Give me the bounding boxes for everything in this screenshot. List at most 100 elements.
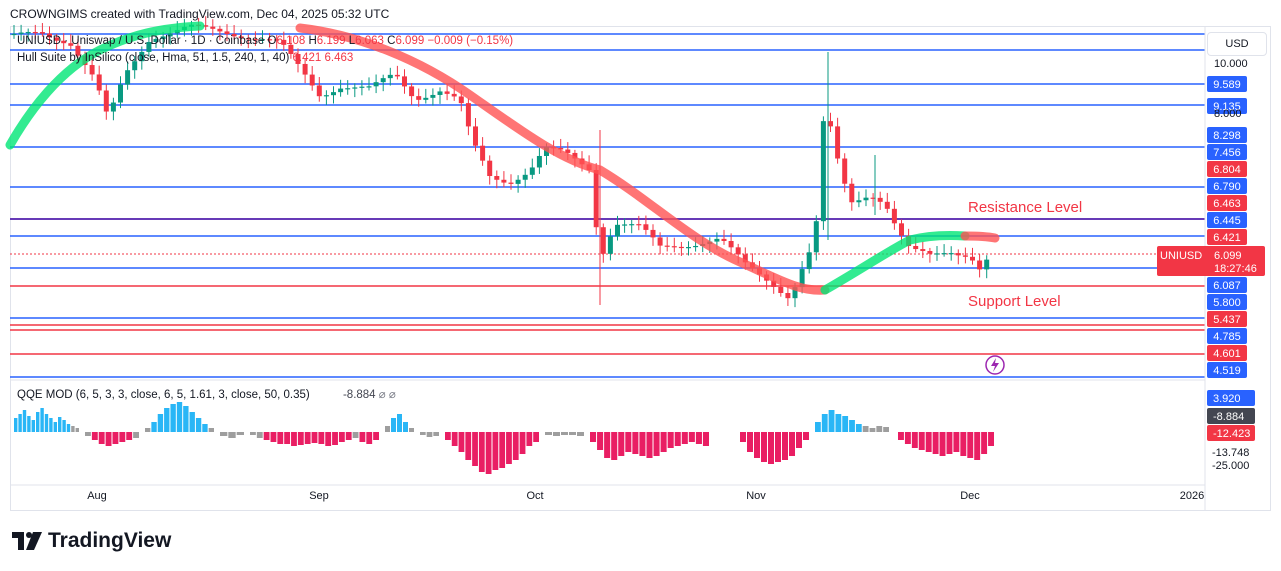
qqe-bar <box>202 424 208 432</box>
hull-band <box>295 23 830 295</box>
candle-body <box>473 126 478 146</box>
qqe-tick-label: -25.000 <box>1212 460 1249 472</box>
candle-body <box>153 38 159 42</box>
candle-body <box>402 76 407 87</box>
candle-body <box>629 224 635 226</box>
candle-body <box>295 53 301 64</box>
qqe-bar <box>747 432 753 452</box>
lightning-icon[interactable] <box>985 355 1005 375</box>
price-badge <box>1207 212 1247 228</box>
price-badge-label: 6.463 <box>1213 198 1241 210</box>
price-badge <box>1207 328 1247 344</box>
high-label: H <box>308 35 317 47</box>
qqe-bar <box>611 432 618 460</box>
candle-body <box>501 179 507 183</box>
qqe-bar <box>782 432 788 460</box>
candle-body <box>884 201 890 209</box>
candle-body <box>118 84 123 103</box>
qqe-bar <box>553 432 560 436</box>
qqe-bar <box>988 432 994 446</box>
qqe-bar <box>869 428 876 432</box>
qqe-bar <box>277 432 284 444</box>
qqe-bar <box>58 417 62 432</box>
currency-selector[interactable]: USD <box>1207 32 1267 56</box>
candle-body <box>558 147 564 150</box>
qqe-histogram <box>14 402 994 474</box>
price-badge <box>1207 161 1247 177</box>
candle-body <box>515 179 521 184</box>
qqe-bar <box>960 432 967 456</box>
candle-body <box>678 246 684 249</box>
qqe-bar <box>71 426 75 432</box>
price-badge-label: 9.589 <box>1213 79 1241 91</box>
qqe-bar <box>646 432 653 458</box>
qqe-badge-label: -8.884 <box>1213 411 1244 423</box>
qqe-bar <box>359 432 366 442</box>
candle-body <box>203 25 209 27</box>
qqe-bar <box>291 432 297 446</box>
candle-body <box>345 88 351 90</box>
qqe-bar <box>420 432 426 435</box>
qqe-bar <box>409 428 414 432</box>
candle-body <box>260 39 265 41</box>
qqe-bar <box>512 432 519 460</box>
qqe-bar <box>145 428 151 432</box>
candle-body <box>331 92 336 96</box>
price-badge <box>1207 98 1247 114</box>
price-badge <box>1207 229 1247 245</box>
hidden-value-icon: ⌀ ⌀ <box>378 389 396 401</box>
candle-body <box>281 39 287 45</box>
price-badge-label: 6.790 <box>1213 181 1241 193</box>
candle-body <box>863 197 869 201</box>
candle-body <box>778 286 784 294</box>
candle-body <box>828 121 833 127</box>
candle-body <box>721 238 727 242</box>
hull-band <box>960 231 1000 243</box>
qqe-bar <box>918 432 925 450</box>
candle-body <box>920 249 926 251</box>
qqe-bar <box>639 432 646 456</box>
qqe-bar <box>208 428 214 432</box>
candle-body <box>238 36 244 39</box>
qqe-bar <box>311 432 318 443</box>
candle-body <box>302 63 308 75</box>
price-badge-label: 4.601 <box>1213 348 1241 360</box>
candle-body <box>11 33 17 36</box>
tradingview-logo-icon <box>12 532 42 550</box>
candle-body <box>785 293 791 299</box>
qqe-bar <box>22 410 27 432</box>
price-badge <box>1207 311 1247 327</box>
qqe-bar <box>31 420 35 432</box>
candle-body <box>444 91 450 94</box>
candle-body <box>891 208 897 224</box>
candle-body <box>970 256 975 261</box>
candle-body <box>693 245 699 248</box>
candle-body <box>274 39 280 41</box>
qqe-bar <box>533 432 539 442</box>
candle-body <box>607 236 613 254</box>
candle-body <box>409 86 415 97</box>
candle-body <box>899 223 904 236</box>
qqe-badge <box>1207 408 1255 424</box>
qqe-bar <box>849 420 855 432</box>
candle-body <box>416 96 422 100</box>
hull-legend[interactable]: Hull Suite by InSilico (close, Hma, 51, … <box>17 52 353 64</box>
qqe-bar <box>250 432 256 435</box>
qqe-bar <box>133 432 139 438</box>
candle-body <box>799 269 805 288</box>
qqe-bar <box>660 432 667 452</box>
symbol-legend[interactable]: UNIUSD · Uniswap / U.S. Dollar · 1D · Co… <box>17 35 513 47</box>
price-badge-label: 7.456 <box>1213 147 1241 159</box>
candle-body <box>25 31 31 34</box>
candle-body <box>820 121 826 222</box>
candle-body <box>494 176 500 180</box>
qqe-legend[interactable]: QQE MOD (6, 5, 3, 3, close, 6, 5, 1.61, … <box>17 387 396 401</box>
current-symbol-label: UNIUSD <box>1160 250 1202 262</box>
time-axis-label: Nov <box>746 490 766 502</box>
change-value: −0.009 (−0.15%) <box>427 35 514 47</box>
open-value: 6.108 <box>276 35 306 47</box>
candle-body <box>615 224 620 237</box>
candle-body <box>572 152 578 159</box>
qqe-bar <box>458 432 465 452</box>
